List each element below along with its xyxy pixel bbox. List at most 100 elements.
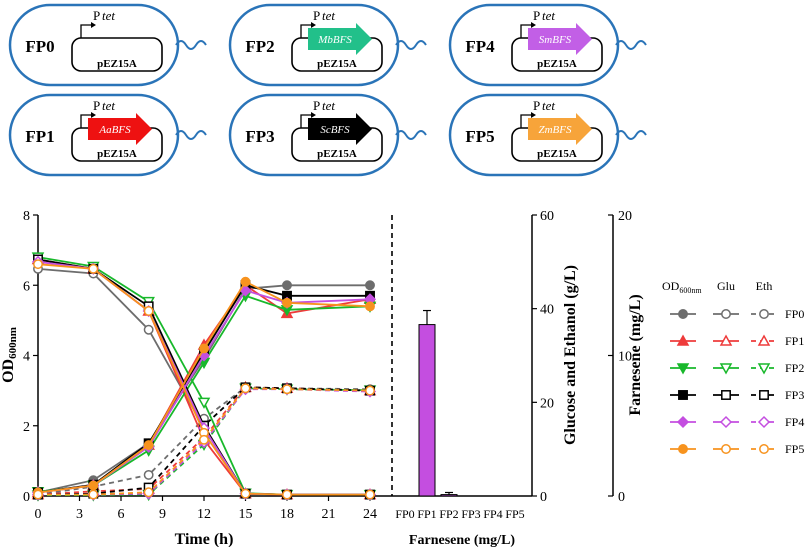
cell-membrane bbox=[448, 93, 620, 177]
legend-glu-marker bbox=[721, 390, 731, 400]
strain-label: FP0 bbox=[25, 37, 54, 56]
gene-arrow bbox=[528, 113, 592, 145]
plasmid-label: pEZ15A bbox=[537, 148, 577, 160]
legend-header-eth: Eth bbox=[756, 279, 773, 293]
strain-label: FP4 bbox=[465, 37, 495, 56]
legend-glu-marker bbox=[719, 363, 733, 375]
y-tick-label-right: 0 bbox=[540, 490, 547, 505]
ethanol-point bbox=[282, 384, 292, 395]
promoter-arrow bbox=[520, 114, 533, 128]
legend-header-od: OD600nm bbox=[662, 279, 702, 295]
x-tick-label: 18 bbox=[280, 507, 294, 522]
gene-label: ScBFS bbox=[320, 124, 350, 136]
promoter-p: P bbox=[533, 8, 540, 23]
y-tick-label-left: 2 bbox=[23, 420, 30, 435]
legend-od-marker bbox=[676, 363, 690, 375]
strain-cell-fp2: FP2 pEZ15A P tet MbBFS bbox=[228, 3, 427, 87]
legend-label: FP5 bbox=[785, 442, 804, 456]
promoter-p: P bbox=[533, 98, 540, 113]
y-tick-label-left: 4 bbox=[23, 350, 30, 365]
flagellum bbox=[395, 130, 427, 140]
x-tick-label: 15 bbox=[239, 507, 253, 522]
legend-od-marker bbox=[676, 415, 690, 429]
plasmid-label: pEZ15A bbox=[97, 148, 137, 160]
promoter-arrow bbox=[520, 24, 533, 38]
series-fp5 bbox=[33, 259, 375, 500]
flagellum bbox=[615, 40, 647, 50]
x-tick-label: 12 bbox=[197, 507, 211, 522]
series-fp4 bbox=[31, 255, 377, 501]
plasmid-label: pEZ15A bbox=[97, 58, 137, 70]
od-line bbox=[37, 280, 371, 494]
strain-cell-fp0: FP0 pEZ15A P tet bbox=[8, 3, 207, 87]
promoter-tet: tet bbox=[102, 8, 115, 23]
cell-membrane bbox=[448, 3, 620, 87]
legend-glu-marker bbox=[719, 415, 733, 429]
glucose-line bbox=[37, 268, 370, 496]
od-point bbox=[365, 301, 375, 312]
plasmid-backbone bbox=[71, 37, 163, 72]
legend-od-marker bbox=[678, 444, 688, 454]
bar-category-label: FP1 bbox=[417, 507, 436, 521]
series-fp1 bbox=[31, 252, 377, 500]
y-tick-label-farnesene: 20 bbox=[618, 209, 632, 224]
y-tick-label-left: 8 bbox=[23, 209, 30, 224]
chart-series bbox=[31, 252, 377, 502]
cell-membrane bbox=[228, 93, 400, 177]
legend-item-fp1: FP1 bbox=[670, 334, 804, 348]
legend-item-fp4: FP4 bbox=[670, 415, 804, 429]
promoter-tet: tet bbox=[322, 8, 335, 23]
cell-membrane bbox=[228, 3, 400, 87]
od-point bbox=[282, 297, 292, 308]
legend-label: FP3 bbox=[785, 388, 804, 402]
flagellum bbox=[175, 130, 207, 140]
legend-label: FP0 bbox=[785, 307, 804, 321]
legend-glu-marker bbox=[719, 334, 733, 346]
glucose-line bbox=[37, 260, 370, 496]
glucose-point bbox=[197, 397, 211, 409]
legend-glu-marker bbox=[721, 309, 731, 319]
promoter-arrowhead bbox=[531, 22, 536, 28]
y-axis-label-farnesene: Farnesene (mg/L) bbox=[627, 294, 644, 415]
ethanol-point bbox=[143, 487, 154, 498]
strain-diagrams: FP0 pEZ15A P tet FP1 pEZ15A P tet AaBFS FP2 pEZ15A… bbox=[8, 3, 647, 177]
promoter-tet: tet bbox=[102, 98, 115, 113]
od-line bbox=[37, 294, 371, 493]
strain-cell-fp4: FP4 pEZ15A P tet SmBFS bbox=[448, 3, 647, 87]
glucose-line bbox=[37, 258, 370, 496]
glucose-line bbox=[37, 258, 370, 496]
cell-membrane bbox=[8, 3, 180, 87]
strain-label: FP5 bbox=[465, 127, 494, 146]
legend-item-fp5: FP5 bbox=[670, 442, 804, 456]
strain-label: FP3 bbox=[245, 127, 274, 146]
glucose-point bbox=[365, 489, 375, 500]
gene-label: MbBFS bbox=[317, 34, 352, 46]
bar-category-label: FP4 bbox=[483, 507, 502, 521]
legend-glu-marker bbox=[721, 444, 731, 454]
series-fp3 bbox=[33, 254, 375, 500]
legend-eth-marker bbox=[759, 390, 769, 400]
x-tick-label: 21 bbox=[322, 507, 336, 522]
gene-arrow bbox=[528, 23, 592, 55]
y-tick-label-right: 60 bbox=[540, 209, 554, 224]
strain-cell-fp3: FP3 pEZ15A P tet ScBFS bbox=[228, 93, 427, 177]
gene-arrow bbox=[308, 113, 372, 145]
legend-eth-marker bbox=[757, 415, 771, 429]
promoter-arrow bbox=[80, 114, 93, 128]
x-tick-label: 3 bbox=[76, 507, 83, 522]
legend-eth-marker bbox=[759, 309, 769, 319]
legend-item-fp3: FP3 bbox=[670, 388, 804, 402]
strain-label: FP2 bbox=[245, 37, 274, 56]
glucose-point bbox=[143, 306, 154, 316]
glucose-line bbox=[37, 263, 370, 496]
bar-category-label: FP2 bbox=[439, 507, 458, 521]
promoter-arrowhead bbox=[531, 112, 536, 118]
y-tick-label-left: 6 bbox=[23, 279, 30, 294]
strain-cell-fp5: FP5 pEZ15A P tet ZmBFS bbox=[448, 93, 647, 177]
promoter-p: P bbox=[93, 98, 100, 113]
plasmid-label: pEZ15A bbox=[317, 58, 357, 70]
od-line bbox=[37, 289, 371, 494]
